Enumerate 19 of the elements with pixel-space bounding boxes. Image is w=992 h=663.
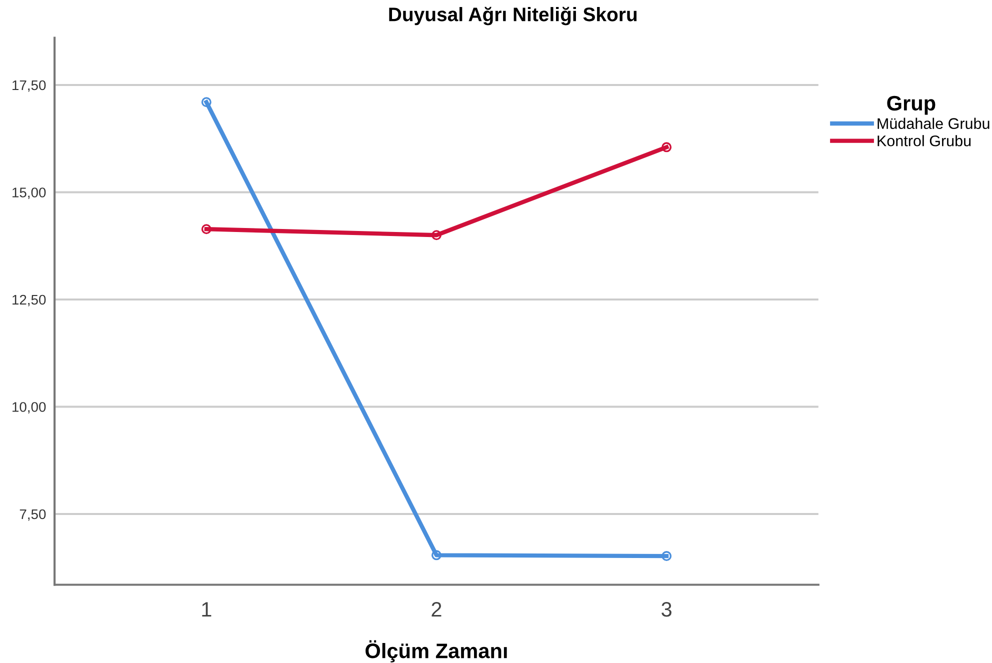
point <box>431 550 442 560</box>
y-tick-label: 15,00 <box>12 188 46 200</box>
y-tick-label: 12,50 <box>12 294 46 306</box>
x-tick-label: 3 <box>662 602 672 617</box>
y-tick-label: 7,50 <box>20 509 46 521</box>
x-axis-title: Ölçüm Zamanı <box>366 640 507 662</box>
point <box>662 551 672 562</box>
legend-title: Grup <box>887 96 936 115</box>
legend-label: Müdahale Grubu <box>878 118 990 129</box>
x-tick-label: 2 <box>432 602 442 617</box>
x-tick-label: 1 <box>202 602 212 617</box>
y-tick-label: 17,50 <box>12 80 46 92</box>
legend-label: Kontrol Grubu <box>878 135 971 146</box>
point <box>201 97 212 108</box>
point <box>431 230 442 240</box>
y-tick-label: 10,00 <box>12 402 46 414</box>
point <box>201 224 212 234</box>
chart-title: Duyusal Ağrı Niteliği Skoru <box>389 6 637 26</box>
point <box>662 142 672 152</box>
